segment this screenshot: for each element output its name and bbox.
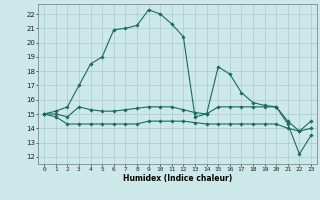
X-axis label: Humidex (Indice chaleur): Humidex (Indice chaleur) [123, 174, 232, 183]
